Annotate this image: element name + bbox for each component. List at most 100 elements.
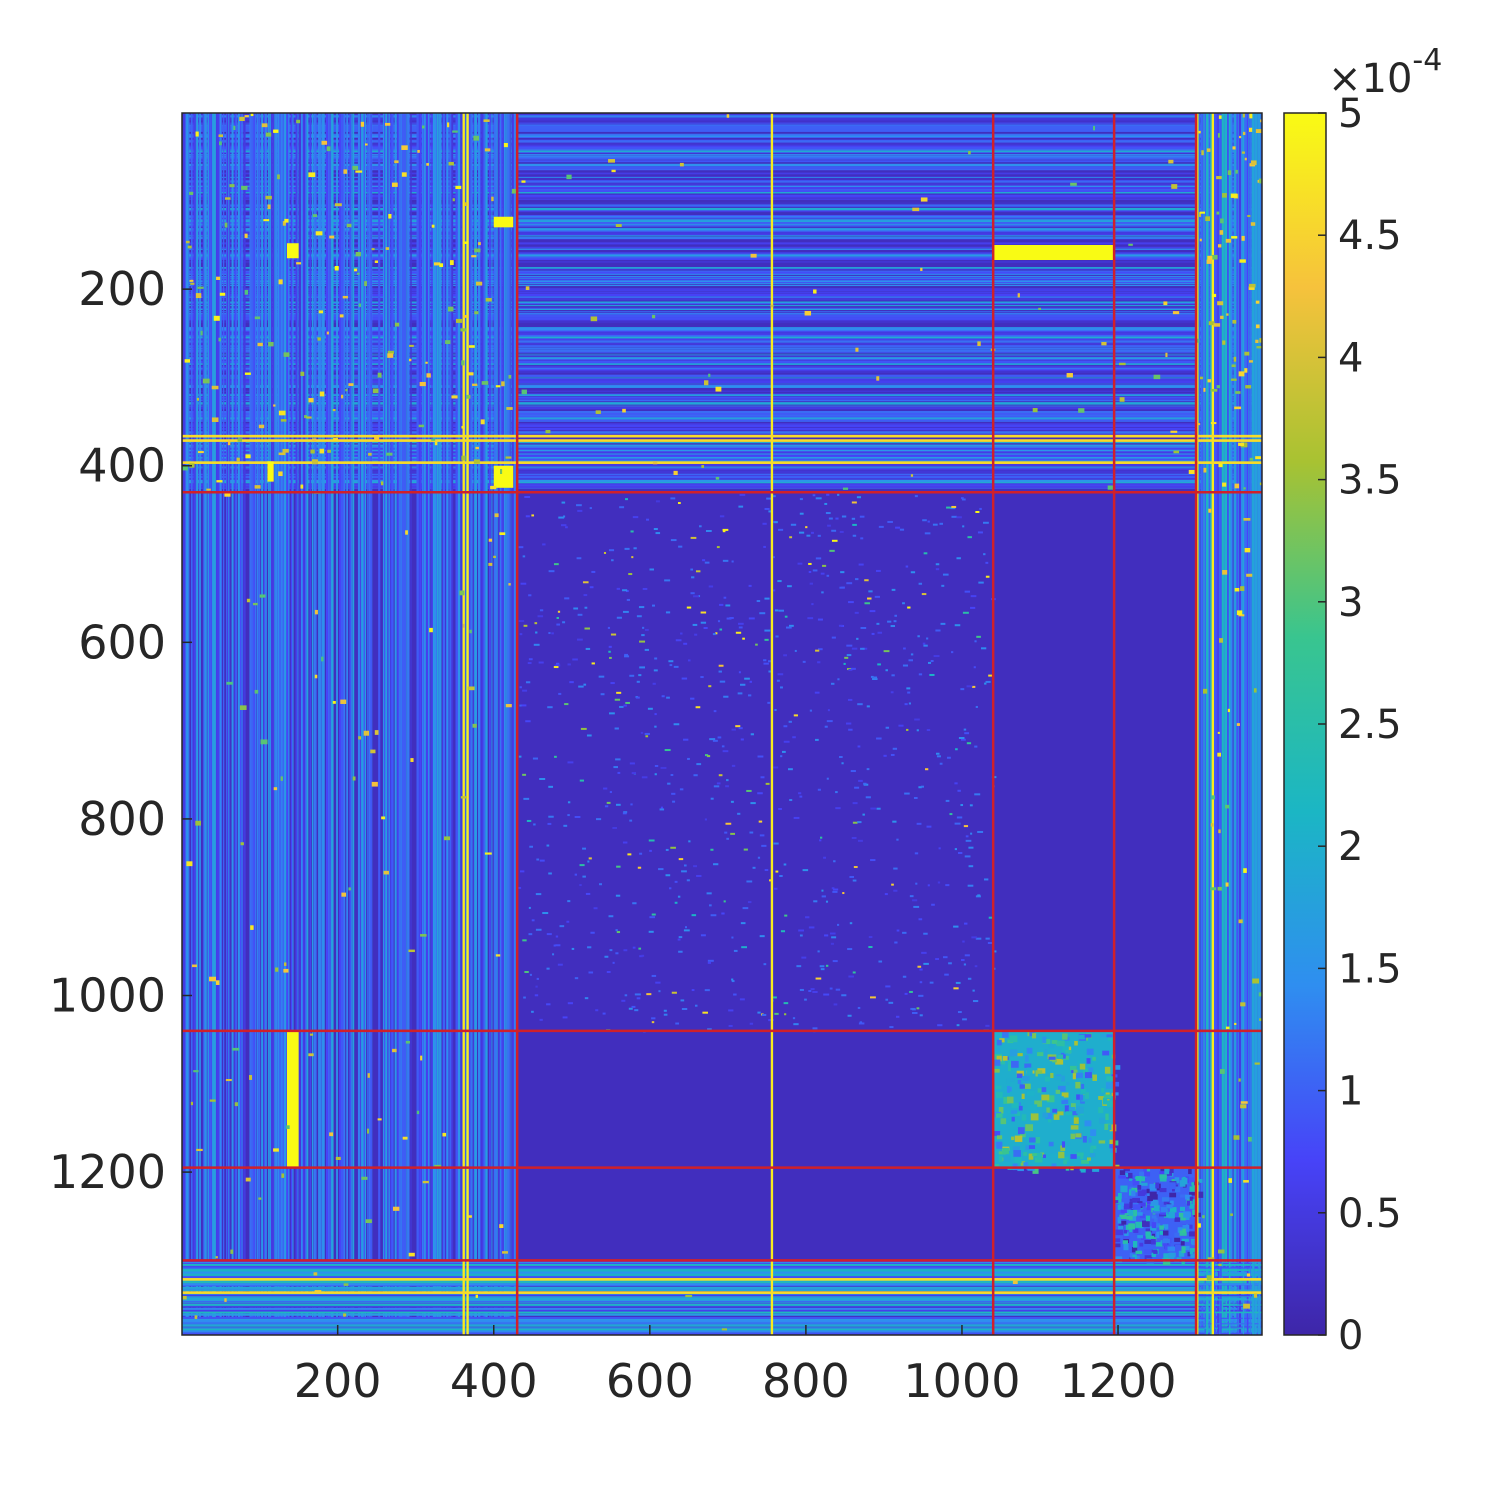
heatmap-row-stripe bbox=[182, 431, 1262, 434]
heatmap-cell bbox=[887, 520, 893, 523]
heatmap-cell bbox=[352, 776, 356, 781]
heatmap-cell bbox=[377, 372, 382, 378]
heatmap-cell bbox=[1119, 1214, 1127, 1219]
heatmap-cell bbox=[985, 680, 991, 683]
heatmap-col-stripe bbox=[386, 113, 389, 1335]
heatmap-cell bbox=[343, 169, 348, 174]
heatmap-col-stripe bbox=[1233, 113, 1235, 1335]
heatmap-cell bbox=[927, 884, 930, 887]
heatmap-cell bbox=[1160, 1233, 1164, 1241]
heatmap-row-stripe bbox=[182, 124, 1262, 127]
heatmap-cell bbox=[713, 710, 717, 713]
heatmap-cell bbox=[783, 863, 787, 866]
heatmap-cell bbox=[563, 824, 568, 827]
heatmap-col-stripe bbox=[1225, 113, 1228, 1335]
heatmap-cell bbox=[906, 687, 911, 690]
heatmap-cell bbox=[876, 376, 880, 381]
heatmap-row-stripe bbox=[182, 1285, 1262, 1287]
heatmap-cell bbox=[768, 510, 773, 513]
heatmap-cell bbox=[651, 1021, 655, 1024]
heatmap-row-stripe bbox=[182, 307, 1262, 309]
heatmap-cell bbox=[529, 973, 532, 976]
heatmap-cell bbox=[1182, 1224, 1190, 1232]
heatmap-cell bbox=[1050, 1072, 1054, 1079]
heatmap-cell bbox=[584, 606, 588, 609]
heatmap-cell bbox=[977, 830, 984, 833]
heatmap-cell bbox=[775, 635, 779, 638]
heatmap-row-stripe bbox=[182, 460, 1262, 462]
heatmap-cell bbox=[1048, 1056, 1056, 1060]
heatmap-row-stripe bbox=[182, 314, 1262, 318]
heatmap-cell bbox=[905, 565, 909, 568]
heatmap-cell bbox=[1173, 450, 1180, 454]
heatmap-cell bbox=[639, 955, 643, 958]
heatmap-row-stripe bbox=[182, 297, 1262, 299]
heatmap-cell bbox=[678, 545, 683, 548]
heatmap-cell bbox=[841, 994, 847, 997]
heatmap-cell bbox=[916, 822, 922, 825]
heatmap-cell bbox=[831, 936, 837, 939]
heatmap-cell bbox=[636, 680, 640, 683]
heatmap-cell bbox=[619, 506, 625, 509]
heatmap-cell bbox=[1041, 1087, 1047, 1093]
heatmap-cell bbox=[1045, 1112, 1053, 1120]
heatmap-cell bbox=[954, 624, 961, 627]
heatmap-cell bbox=[1216, 176, 1222, 180]
heatmap-cell bbox=[748, 694, 752, 697]
heatmap-cell bbox=[502, 1251, 508, 1254]
heatmap-cell bbox=[1174, 1217, 1181, 1222]
heatmap-cell bbox=[265, 132, 272, 137]
heatmap-cell bbox=[1146, 1169, 1151, 1173]
heatmap-cell bbox=[1037, 1088, 1042, 1093]
heatmap-cell bbox=[984, 682, 987, 685]
heatmap-cell bbox=[1128, 1209, 1137, 1216]
heatmap-cell bbox=[859, 515, 865, 518]
heatmap-cell bbox=[783, 740, 790, 743]
heatmap-cell bbox=[1225, 1026, 1230, 1030]
heatmap-cell bbox=[405, 1040, 410, 1044]
heatmap-cell bbox=[883, 650, 890, 653]
heatmap-cell bbox=[1098, 1096, 1106, 1100]
heatmap-cell bbox=[749, 831, 754, 834]
heatmap-cell bbox=[420, 934, 427, 937]
heatmap-cell bbox=[469, 629, 472, 634]
heatmap-cell bbox=[604, 955, 609, 958]
heatmap-cell bbox=[1109, 1139, 1114, 1146]
heatmap-cell bbox=[508, 374, 512, 379]
heatmap-cell bbox=[539, 1018, 543, 1021]
heatmap-cell bbox=[1216, 211, 1220, 215]
heatmap-cell bbox=[444, 836, 451, 841]
heatmap-cell bbox=[1201, 150, 1204, 156]
heatmap-cell bbox=[988, 674, 994, 677]
heatmap-cell bbox=[774, 521, 778, 524]
heatmap-col-stripe bbox=[339, 113, 342, 1335]
heatmap-cell bbox=[615, 803, 621, 806]
heatmap-cell bbox=[1230, 1213, 1233, 1216]
heatmap-cell bbox=[1170, 1200, 1174, 1206]
heatmap-cell bbox=[700, 621, 707, 624]
heatmap-cell bbox=[1152, 1210, 1161, 1214]
heatmap-cell bbox=[483, 119, 490, 122]
heatmap-cell bbox=[921, 593, 927, 596]
colorbar-tick-label: 5 bbox=[1338, 91, 1363, 137]
bright-rectangle bbox=[993, 245, 1115, 261]
heatmap-col-stripe bbox=[313, 113, 315, 1335]
heatmap-cell bbox=[280, 776, 283, 781]
heatmap-cell bbox=[690, 592, 695, 595]
heatmap-cell bbox=[672, 800, 676, 803]
heatmap-col-stripe bbox=[369, 113, 372, 1335]
heatmap-cell bbox=[885, 998, 889, 1001]
heatmap-col-stripe bbox=[497, 113, 500, 1335]
heatmap-col-stripe bbox=[329, 113, 332, 1335]
heatmap-cell bbox=[533, 643, 540, 646]
heatmap-cell bbox=[1117, 1204, 1121, 1210]
heatmap-col-stripe bbox=[407, 113, 409, 1335]
heatmap-cell bbox=[525, 286, 530, 291]
heatmap-cell bbox=[958, 736, 965, 739]
heatmap-cell bbox=[845, 722, 852, 725]
heatmap-cell bbox=[1120, 1185, 1128, 1193]
heatmap-cell bbox=[1009, 1035, 1018, 1043]
heatmap-row-stripe bbox=[182, 367, 1262, 370]
heatmap-cell bbox=[864, 602, 870, 605]
heatmap-cell bbox=[1124, 1232, 1129, 1238]
